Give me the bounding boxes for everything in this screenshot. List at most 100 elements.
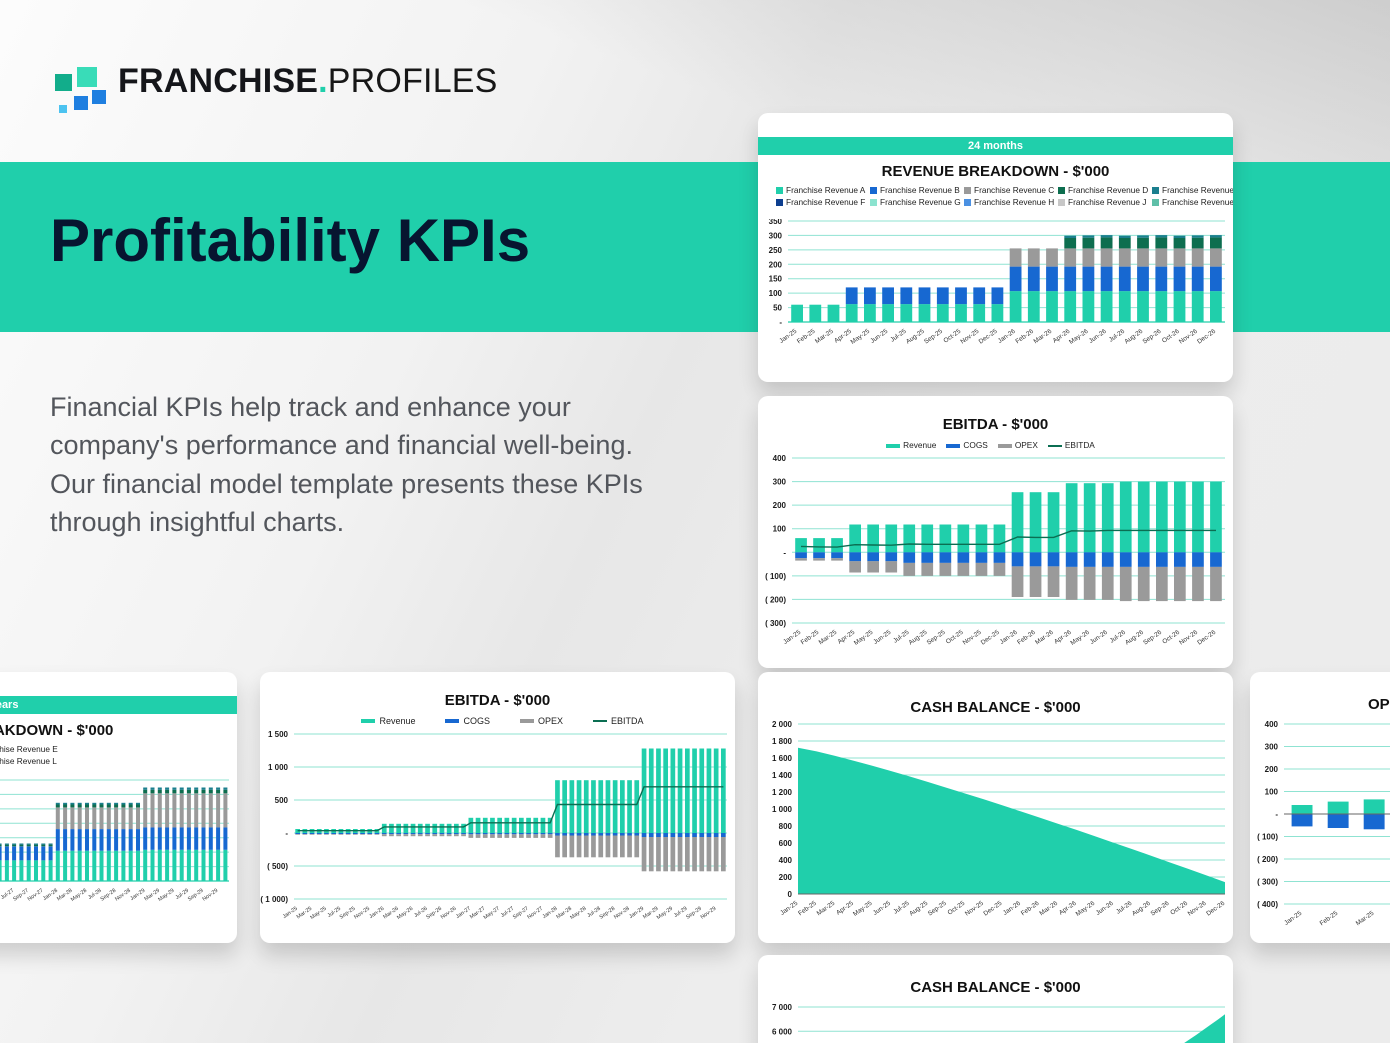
svg-text:Oct-25: Oct-25	[942, 328, 962, 345]
svg-text:( 200): ( 200)	[765, 595, 786, 604]
svg-text:300: 300	[769, 231, 783, 240]
svg-text:200: 200	[769, 260, 783, 269]
svg-text:Dec-26: Dec-26	[1205, 900, 1226, 918]
svg-text:Mar-26: Mar-26	[1034, 629, 1055, 647]
svg-text:Jan-25: Jan-25	[282, 906, 299, 920]
svg-text:Dec-25: Dec-25	[978, 328, 999, 346]
svg-text:Aug-26: Aug-26	[1124, 629, 1145, 647]
svg-text:Nov-26: Nov-26	[440, 906, 458, 921]
svg-text:Dec-25: Dec-25	[980, 629, 1001, 647]
svg-text:Jun-25: Jun-25	[872, 629, 892, 646]
svg-text:Feb-26: Feb-26	[1016, 629, 1037, 647]
svg-text:Oct-26: Oct-26	[1161, 629, 1181, 646]
svg-text:Nov-28: Nov-28	[613, 906, 631, 921]
svg-text:Sep-25: Sep-25	[923, 328, 944, 346]
svg-text:Dec-26: Dec-26	[1196, 629, 1217, 647]
svg-text:Sep-29: Sep-29	[685, 906, 703, 921]
svg-text:1 000: 1 000	[268, 763, 289, 772]
svg-text:Jan-26: Jan-26	[999, 629, 1019, 646]
svg-text:400: 400	[773, 454, 787, 463]
svg-text:Sep-27: Sep-27	[12, 888, 30, 903]
svg-text:Feb-25: Feb-25	[1319, 910, 1340, 928]
svg-text:250: 250	[769, 246, 783, 255]
svg-text:1 400: 1 400	[772, 771, 793, 780]
svg-text:-: -	[285, 829, 288, 838]
svg-text:Nov-27: Nov-27	[27, 888, 45, 903]
svg-text:300: 300	[773, 478, 787, 487]
svg-text:( 200): ( 200)	[1257, 855, 1278, 864]
svg-text:Nov-26: Nov-26	[1178, 328, 1199, 346]
svg-text:Sep-25: Sep-25	[926, 629, 947, 647]
svg-text:350: 350	[769, 219, 783, 226]
svg-text:Aug-26: Aug-26	[1131, 900, 1152, 918]
svg-text:Aug-25: Aug-25	[908, 629, 929, 647]
svg-text:1 000: 1 000	[772, 805, 793, 814]
svg-text:Sep-25: Sep-25	[927, 900, 948, 918]
svg-text:Nov-25: Nov-25	[959, 328, 980, 346]
svg-text:600: 600	[779, 839, 793, 848]
svg-text:100: 100	[769, 289, 783, 298]
svg-text:Sep-26: Sep-26	[1142, 328, 1163, 346]
svg-text:400: 400	[779, 856, 793, 865]
svg-text:1 500: 1 500	[268, 730, 289, 739]
svg-text:500: 500	[275, 796, 289, 805]
svg-text:400: 400	[1265, 720, 1279, 729]
svg-text:May-26: May-26	[1069, 629, 1091, 647]
svg-text:Nov-25: Nov-25	[353, 906, 371, 921]
svg-text:May-26: May-26	[396, 906, 414, 921]
svg-text:Jan-26: Jan-26	[997, 328, 1017, 345]
svg-text:100: 100	[1265, 788, 1279, 797]
svg-text:1 800: 1 800	[772, 737, 793, 746]
svg-text:Jun-26: Jun-26	[1089, 629, 1109, 646]
svg-text:May-27: May-27	[483, 906, 501, 921]
svg-text:Aug-26: Aug-26	[1123, 328, 1144, 346]
svg-text:( 500): ( 500)	[267, 862, 288, 871]
svg-text:2 000: 2 000	[772, 720, 793, 729]
svg-text:Jan-25: Jan-25	[1283, 910, 1303, 927]
svg-text:Feb-25: Feb-25	[796, 328, 817, 346]
svg-text:May-25: May-25	[852, 900, 874, 918]
svg-text:-: -	[779, 318, 782, 327]
svg-text:Jan-29: Jan-29	[129, 888, 146, 902]
svg-text:150: 150	[769, 275, 783, 284]
svg-text:May-25: May-25	[309, 906, 327, 921]
svg-text:( 100): ( 100)	[1257, 833, 1278, 842]
svg-text:1 200: 1 200	[772, 788, 793, 797]
svg-text:May-29: May-29	[656, 906, 674, 921]
svg-text:Nov-25: Nov-25	[962, 629, 983, 647]
svg-text:Jan-25: Jan-25	[779, 900, 799, 917]
svg-text:Dec-26: Dec-26	[1196, 328, 1217, 346]
svg-text:May-29: May-29	[157, 888, 175, 903]
svg-text:Mar-25: Mar-25	[816, 900, 837, 918]
svg-text:Sep-27: Sep-27	[512, 906, 530, 921]
svg-text:7 000: 7 000	[772, 1003, 793, 1012]
svg-text:( 400): ( 400)	[1257, 900, 1278, 909]
svg-text:Jan-28: Jan-28	[42, 888, 59, 902]
svg-text:100: 100	[773, 525, 787, 534]
svg-text:Feb-26: Feb-26	[1014, 328, 1035, 346]
svg-text:May-25: May-25	[853, 629, 875, 647]
svg-text:Nov-25: Nov-25	[964, 900, 985, 918]
svg-text:Jan-25: Jan-25	[778, 328, 798, 345]
svg-text:Oct-26: Oct-26	[1169, 900, 1189, 917]
svg-text:Sep-26: Sep-26	[1142, 629, 1163, 647]
svg-text:200: 200	[1265, 765, 1279, 774]
svg-text:Sep-28: Sep-28	[100, 888, 118, 903]
svg-text:Mar-25: Mar-25	[818, 629, 839, 647]
svg-text:Jan-26: Jan-26	[1002, 900, 1022, 917]
svg-text:Aug-25: Aug-25	[908, 900, 929, 918]
svg-text:( 100): ( 100)	[765, 572, 786, 581]
svg-text:Jun-25: Jun-25	[872, 900, 892, 917]
svg-text:200: 200	[779, 873, 793, 882]
svg-text:Mar-25: Mar-25	[814, 328, 835, 346]
svg-text:Oct-26: Oct-26	[1161, 328, 1181, 345]
svg-text:Feb-25: Feb-25	[797, 900, 818, 918]
svg-text:Nov-29: Nov-29	[700, 906, 718, 921]
svg-text:Sep-26: Sep-26	[425, 906, 443, 921]
svg-text:Oct-25: Oct-25	[945, 629, 965, 646]
svg-text:6 000: 6 000	[772, 1027, 793, 1036]
svg-text:Dec-25: Dec-25	[982, 900, 1003, 918]
svg-text:Mar-26: Mar-26	[1038, 900, 1059, 918]
svg-text:Nov-27: Nov-27	[526, 906, 544, 921]
svg-text:Feb-25: Feb-25	[800, 629, 821, 647]
